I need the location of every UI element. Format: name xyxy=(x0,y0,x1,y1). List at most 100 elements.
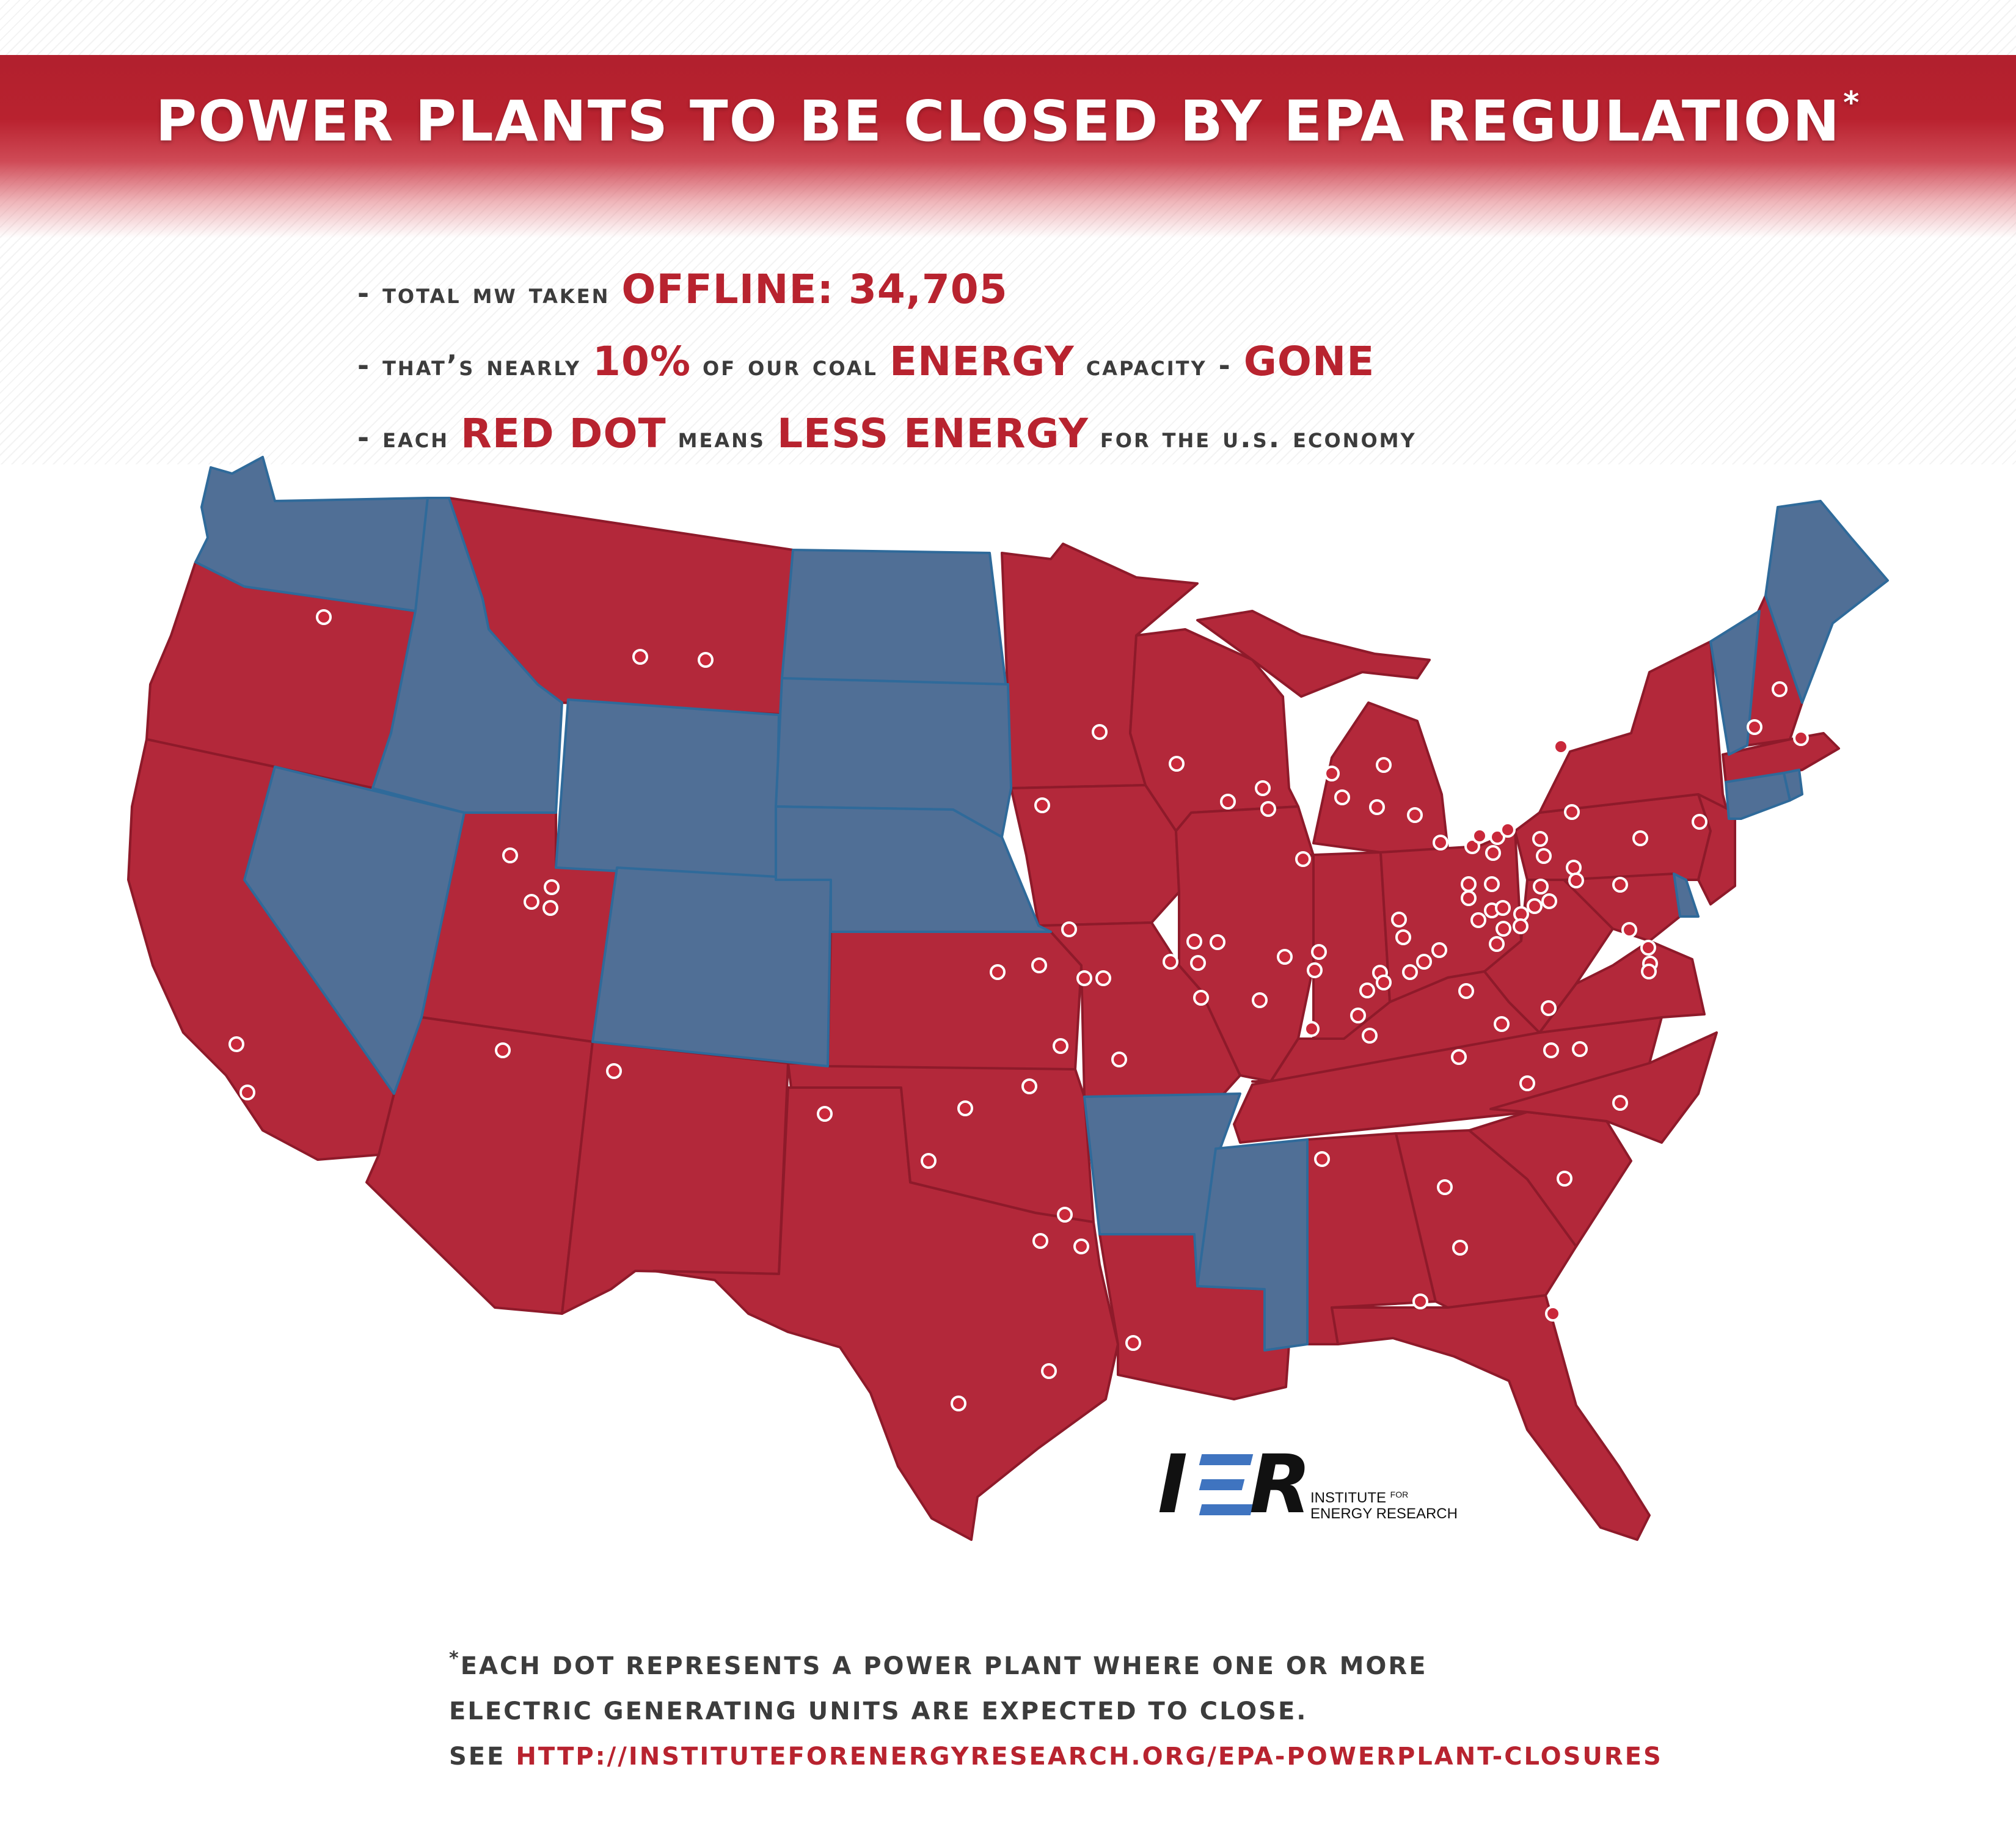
closure-dot xyxy=(1433,835,1448,851)
closure-dot xyxy=(1053,1038,1068,1054)
closure-dot xyxy=(1640,940,1656,956)
state-ct xyxy=(1725,772,1791,820)
closure-dot xyxy=(1092,724,1108,740)
closure-dot xyxy=(1541,893,1557,909)
closure-dot xyxy=(1190,955,1206,971)
closure-dot xyxy=(1163,954,1178,970)
closure-dot xyxy=(921,1153,937,1169)
closure-dot xyxy=(632,649,648,665)
closure-dot xyxy=(1255,780,1271,796)
closure-dot xyxy=(951,1396,966,1411)
state-wy xyxy=(555,698,780,881)
closure-dot xyxy=(1295,851,1311,867)
closure-dot xyxy=(1772,681,1788,697)
closure-dot xyxy=(1632,830,1648,846)
closure-dot xyxy=(1277,949,1293,965)
closure-dot xyxy=(1489,829,1505,845)
closure-dot xyxy=(1489,936,1505,952)
state-mi-upper xyxy=(1196,610,1431,698)
page-title: POWER PLANTS TO BE CLOSED BY EPA REGULAT… xyxy=(155,85,1861,154)
closure-dot xyxy=(1641,964,1657,979)
closure-dot xyxy=(1334,789,1350,805)
closure-dot xyxy=(957,1100,973,1116)
fact-red-dot: - each RED DOT means LESS ENERGY for the… xyxy=(357,410,1417,457)
closure-dot xyxy=(1186,934,1202,949)
closure-dot xyxy=(1793,730,1809,746)
closure-dot xyxy=(817,1106,833,1122)
state-ks xyxy=(827,931,1083,1070)
state-va xyxy=(1538,940,1706,1034)
closure-dot xyxy=(1407,807,1423,823)
closure-dot xyxy=(1612,1095,1628,1111)
source-link[interactable]: HTTP://INSTITUTEFORENERGYRESEARCH.ORG/EP… xyxy=(516,1743,1663,1771)
closure-dot xyxy=(1260,801,1276,817)
closure-dot xyxy=(1307,962,1323,978)
state-vt xyxy=(1709,610,1761,756)
closure-dot xyxy=(1193,990,1209,1006)
title-asterisk: * xyxy=(1843,85,1861,120)
closure-dot xyxy=(1543,1042,1559,1058)
closure-dot xyxy=(1692,814,1707,830)
fact-offline-mw: - total mw taken OFFLINE: 34,705 xyxy=(357,266,1008,313)
closure-dot xyxy=(1125,1335,1141,1351)
closure-dot xyxy=(1452,1240,1468,1256)
closure-dot xyxy=(228,1036,244,1052)
closure-dot xyxy=(1545,1306,1561,1322)
state-ms xyxy=(1196,1138,1309,1352)
closure-dot xyxy=(1451,1049,1467,1065)
footnote-line-2: ELECTRIC GENERATING UNITS ARE EXPECTED T… xyxy=(449,1697,1308,1725)
closure-dot xyxy=(1536,848,1552,864)
closure-dot xyxy=(1557,1171,1572,1187)
closure-dot xyxy=(1369,799,1385,815)
logo-bars xyxy=(1199,1454,1254,1515)
closure-dot xyxy=(1485,845,1501,861)
closure-dot xyxy=(1252,992,1268,1008)
closure-dot xyxy=(1169,756,1185,772)
closure-dot xyxy=(1494,1016,1510,1032)
closure-dot xyxy=(1464,838,1480,854)
closure-dot xyxy=(1376,975,1392,990)
closure-dot xyxy=(1376,757,1392,773)
closure-dot xyxy=(1032,1233,1048,1249)
closure-dot xyxy=(1057,1207,1073,1223)
closure-dot xyxy=(1612,877,1628,893)
state-ne xyxy=(775,805,1052,933)
closure-dot xyxy=(1533,879,1549,895)
closure-dot xyxy=(1220,794,1236,810)
closure-dot xyxy=(1111,1052,1127,1067)
closure-dot xyxy=(1031,957,1047,973)
closure-dot xyxy=(1034,797,1050,813)
closure-dot xyxy=(1572,1041,1588,1057)
state-ny xyxy=(1538,640,1730,820)
closure-dot xyxy=(1311,944,1327,960)
fact-coal-capacity: - that’s nearly 10% of our coal ENERGY c… xyxy=(357,338,1375,385)
closure-dot xyxy=(1041,1363,1057,1379)
closure-dot xyxy=(1461,876,1477,892)
key-facts: - total mw taken OFFLINE: 34,705 - that’… xyxy=(357,254,1824,470)
closure-dot xyxy=(1553,739,1569,755)
footnote-line-3: SEE HTTP://INSTITUTEFORENERGYRESEARCH.OR… xyxy=(449,1743,1663,1771)
closure-dot xyxy=(542,900,558,916)
closure-dot xyxy=(1568,873,1584,888)
closure-dot xyxy=(1541,1000,1557,1016)
state-id xyxy=(371,497,563,814)
state-de xyxy=(1673,873,1700,918)
state-fl xyxy=(1331,1294,1651,1541)
state-nv xyxy=(243,766,466,1095)
closure-dot xyxy=(1437,1179,1453,1195)
closure-dot xyxy=(1021,1078,1037,1094)
closure-dot xyxy=(698,652,714,668)
closure-dot xyxy=(1416,954,1432,970)
header-banner xyxy=(0,55,2016,238)
closure-dot xyxy=(1527,898,1543,914)
closure-dot xyxy=(544,879,560,895)
closure-dot xyxy=(1470,912,1486,928)
state-me xyxy=(1764,500,1889,704)
footnote-line-1: *EACH DOT REPRESENTS A POWER PLANT WHERE… xyxy=(449,1648,1428,1680)
closure-dot xyxy=(1431,942,1447,958)
logo-line-1: INSTITUTE FOR xyxy=(1310,1490,1409,1506)
closure-dot xyxy=(1314,1151,1330,1167)
closure-dot xyxy=(1564,804,1580,820)
closure-dot xyxy=(1566,860,1582,876)
closure-dot xyxy=(1324,766,1340,781)
